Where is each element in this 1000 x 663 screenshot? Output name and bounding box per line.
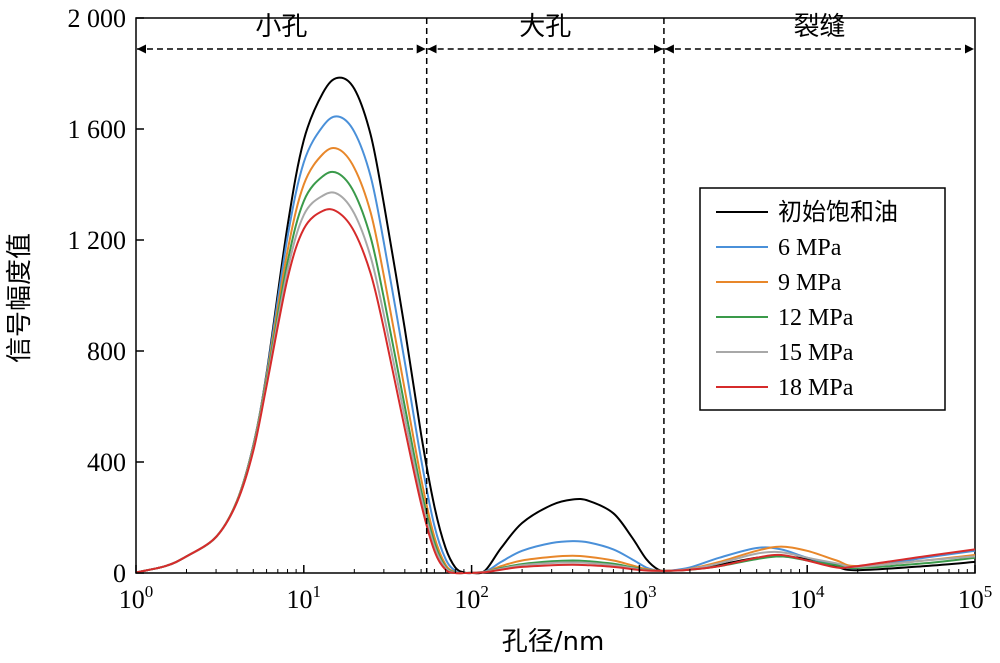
region-label: 小孔 xyxy=(255,12,307,42)
y-tick-label: 1 200 xyxy=(68,226,127,255)
region-label: 大孔 xyxy=(519,12,571,42)
legend-label: 12 MPa xyxy=(778,305,854,331)
legend-item: 15 MPa xyxy=(716,340,854,366)
legend-item: 12 MPa xyxy=(716,305,854,331)
legend: 初始饱和油 6 MPa 9 MPa 12 MPa 15 MPa 18 MPa xyxy=(699,187,946,411)
legend-item: 9 MPa xyxy=(716,270,842,296)
legend-box xyxy=(699,187,946,411)
legend-label: 9 MPa xyxy=(778,270,842,296)
region-label: 裂缝 xyxy=(793,12,845,42)
y-tick-label: 800 xyxy=(87,337,126,366)
legend-label: 15 MPa xyxy=(778,340,854,366)
x-tick-label: 101 xyxy=(287,582,322,614)
x-tick-label: 103 xyxy=(622,582,657,614)
x-axis-title: 孔径/nm xyxy=(502,627,605,657)
x-tick-label: 102 xyxy=(454,582,489,614)
x-tick-label: 104 xyxy=(790,582,825,614)
legend-item: 18 MPa xyxy=(716,375,854,401)
series-line xyxy=(135,208,976,575)
y-axis-title: 信号幅度值 xyxy=(5,233,35,363)
x-tick-label: 105 xyxy=(958,582,993,614)
legend-label: 初始饱和油 xyxy=(778,199,898,226)
y-tick-label: 0 xyxy=(113,559,126,588)
legend-label: 18 MPa xyxy=(778,375,854,401)
legend-item: 初始饱和油 xyxy=(716,199,898,226)
legend-item: 6 MPa xyxy=(716,235,842,261)
legend-label: 6 MPa xyxy=(778,235,842,261)
y-tick-label: 400 xyxy=(87,448,126,477)
x-tick-label: 100 xyxy=(119,582,154,614)
y-tick-label: 2 000 xyxy=(68,4,127,33)
plot-frame xyxy=(135,17,976,574)
y-tick-label: 1 600 xyxy=(68,115,127,144)
